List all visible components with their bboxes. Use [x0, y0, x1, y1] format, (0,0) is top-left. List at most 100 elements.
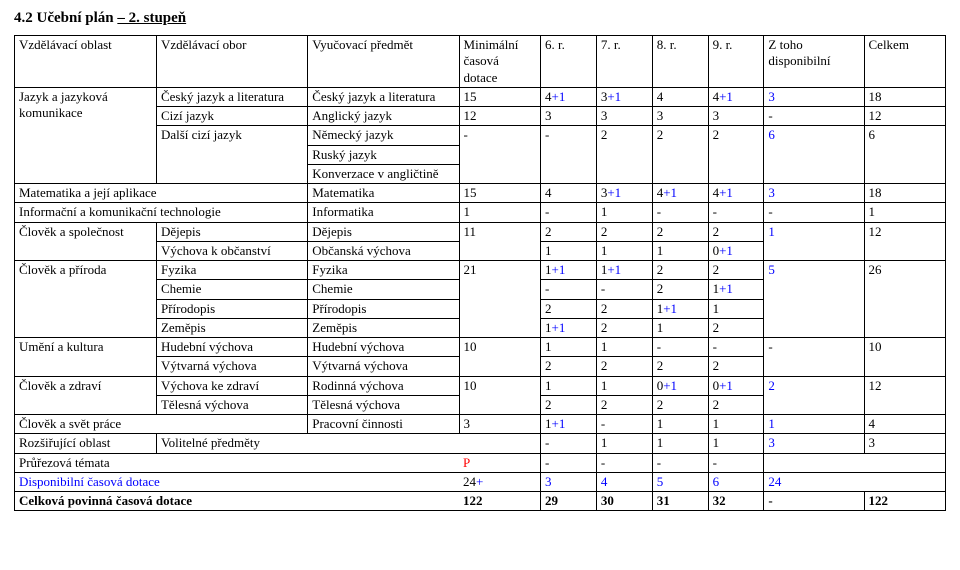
cell-empty	[864, 472, 946, 491]
cell-field: Zeměpis	[156, 318, 307, 337]
cell-min: 122	[459, 492, 540, 511]
cell-min: 10	[459, 338, 540, 377]
cell-field: Hudební výchova	[156, 338, 307, 357]
cell-p: P	[459, 453, 540, 472]
cell-r8: -	[652, 453, 708, 472]
page: 4.2 Učební plán – 2. stupeň Vzdělávací o…	[0, 0, 960, 570]
col-r7: 7. r.	[596, 36, 652, 88]
cell-disp: 5	[764, 261, 864, 338]
cell-area: Jazyk a jazyková komunikace	[15, 87, 157, 183]
cell-min: 15	[459, 184, 540, 203]
cell-r7: 2	[596, 318, 652, 337]
cell-r7: -	[596, 415, 652, 434]
cell-subject: Zeměpis	[308, 318, 459, 337]
cell-subject: Pracovní činnosti	[308, 415, 459, 434]
cell-min: 10	[459, 376, 540, 415]
col-subject: Vyučovací předmět	[308, 36, 459, 88]
cell-field: Český jazyk a literatura	[156, 87, 307, 106]
cell-r7: 1	[596, 203, 652, 222]
cell-r8: 2	[652, 222, 708, 241]
cell-r9: 2	[708, 222, 764, 241]
cell-r6: -	[540, 126, 596, 184]
cell-disp: 6	[764, 126, 864, 184]
cell-r6: -	[540, 434, 596, 453]
cell-r6: 1	[540, 241, 596, 260]
cell-r9: -	[708, 453, 764, 472]
cell-field: Výchova ke zdraví	[156, 376, 307, 395]
cell-area: Umění a kultura	[15, 338, 157, 377]
cell-r9: 2	[708, 357, 764, 376]
cell-empty	[308, 492, 459, 511]
cell-r6: -	[540, 453, 596, 472]
cell-field: Dějepis	[156, 222, 307, 241]
cell-subject: Přírodopis	[308, 299, 459, 318]
cell-min: 21	[459, 261, 540, 338]
cell-field: Výtvarná výchova	[156, 357, 307, 376]
cell-subject: Chemie	[308, 280, 459, 299]
cell-r7: -	[596, 280, 652, 299]
cell-r6: 2	[540, 357, 596, 376]
cell-r9: 6	[708, 472, 764, 491]
table-row: Informační a komunikační technologie Inf…	[15, 203, 946, 222]
cell-subject: Dějepis	[308, 222, 459, 241]
cell-area: Člověk a zdraví	[15, 376, 157, 415]
cell-r6: 1+1	[540, 261, 596, 280]
cell-r8: 2	[652, 395, 708, 414]
cell-min: 3	[459, 415, 540, 434]
cell-r8: 1	[652, 318, 708, 337]
cell-disp: 3	[764, 87, 864, 106]
cell-disp: -	[764, 338, 864, 377]
cell-field: Výchova k občanství	[156, 241, 307, 260]
cell-subject: Český jazyk a literatura	[308, 87, 459, 106]
cell-subject: Občanská výchova	[308, 241, 459, 260]
cell-disp: 24	[764, 472, 864, 491]
cell-r6: 4	[540, 184, 596, 203]
cell-area: Člověk a svět práce	[15, 415, 308, 434]
cell-r8: 1	[652, 415, 708, 434]
cell-r6: 29	[540, 492, 596, 511]
cell-area: Disponibilní časová dotace	[15, 472, 308, 491]
cell-r6: 2	[540, 299, 596, 318]
cell-r7: 3+1	[596, 87, 652, 106]
cell-r6: 1+1	[540, 318, 596, 337]
cell-r6: 3	[540, 107, 596, 126]
cell-min: 24+	[459, 472, 540, 491]
cell-min: 15	[459, 87, 540, 106]
cell-r8: 1	[652, 434, 708, 453]
cell-r6: 1+1	[540, 415, 596, 434]
table-row: Disponibilní časová dotace 24+ 3 4 5 6 2…	[15, 472, 946, 491]
cell-total: 10	[864, 338, 946, 377]
cell-area: Člověk a společnost	[15, 222, 157, 261]
table-row: Jazyk a jazyková komunikace Český jazyk …	[15, 87, 946, 106]
cell-subject: Tělesná výchova	[308, 395, 459, 414]
cell-total: 122	[864, 492, 946, 511]
cell-r9: 4+1	[708, 87, 764, 106]
cell-field: Volitelné předměty	[156, 434, 459, 453]
cell-total: 12	[864, 376, 946, 415]
table-row: Člověk a příroda Fyzika Fyzika 21 1+1 1+…	[15, 261, 946, 280]
cell-r6: -	[540, 203, 596, 222]
cell-r9: -	[708, 203, 764, 222]
cell-r7: 1+1	[596, 261, 652, 280]
cell-r6: 2	[540, 222, 596, 241]
cell-r8: 2	[652, 280, 708, 299]
cell-min: 12	[459, 107, 540, 126]
cell-r8: -	[652, 338, 708, 357]
cell-area: Průřezová témata	[15, 453, 308, 472]
cell-r8: -	[652, 203, 708, 222]
cell-r7: 1	[596, 241, 652, 260]
cell-min: 11	[459, 222, 540, 261]
col-r8: 8. r.	[652, 36, 708, 88]
cell-r8: 0+1	[652, 376, 708, 395]
cell-empty	[864, 453, 946, 472]
cell-r7: 1	[596, 338, 652, 357]
page-title: 4.2 Učební plán – 2. stupeň	[14, 10, 946, 27]
cell-empty	[308, 472, 459, 491]
cell-r9: 2	[708, 261, 764, 280]
cell-r9: 2	[708, 318, 764, 337]
cell-r7: 2	[596, 357, 652, 376]
col-r9: 9. r.	[708, 36, 764, 88]
table-row: Celková povinná časová dotace 122 29 30 …	[15, 492, 946, 511]
cell-r8: 31	[652, 492, 708, 511]
cell-subject: Ruský jazyk	[308, 145, 459, 164]
